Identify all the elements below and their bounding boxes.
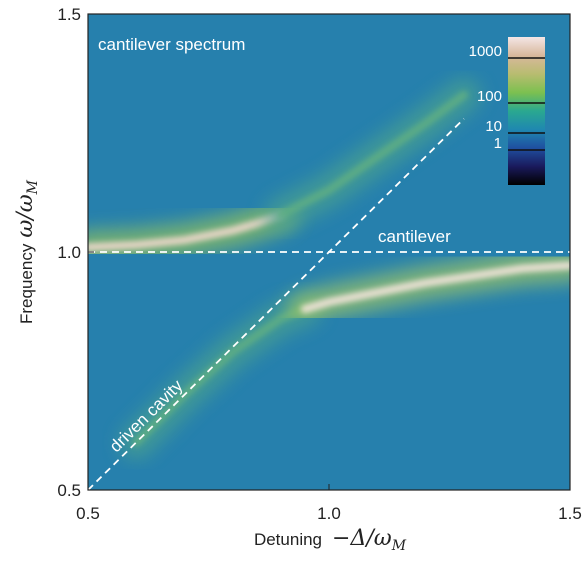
resonance-core xyxy=(88,210,285,252)
y-axis-label: Frequency ω/ωM xyxy=(13,179,41,324)
y-label-text: Frequency xyxy=(17,243,36,324)
resonance-core xyxy=(276,90,468,219)
y-label-subscript: M xyxy=(25,179,41,195)
x-tick-label: 1.0 xyxy=(317,504,341,523)
resonance-core xyxy=(300,261,570,314)
x-tick-label: 1.5 xyxy=(558,504,582,523)
colorbar xyxy=(508,37,545,185)
colorbar-tick-label: 100 xyxy=(477,88,502,105)
annotation: cantilever spectrum xyxy=(98,35,245,54)
colorbar-tick-label: 10 xyxy=(485,118,502,135)
plot-area xyxy=(88,14,570,490)
reference-label: cantilever xyxy=(378,227,451,246)
colorbar-tick-label: 1000 xyxy=(469,43,502,60)
x-label-text: Detuning xyxy=(254,530,322,549)
colorbar-tick-label: 1 xyxy=(494,135,502,152)
x-tick-label: 0.5 xyxy=(76,504,100,523)
y-tick-label: 1.5 xyxy=(57,5,81,24)
x-label-subscript: M xyxy=(391,538,407,554)
reference-line xyxy=(88,118,465,490)
x-label-symbol: −Δ/ω xyxy=(332,526,392,551)
y-tick-label: 1.0 xyxy=(57,243,81,262)
y-tick-label: 0.5 xyxy=(57,481,81,500)
x-axis-label: Detuning −Δ/ωM xyxy=(254,526,407,554)
y-label-symbol: ω/ω xyxy=(13,194,38,237)
